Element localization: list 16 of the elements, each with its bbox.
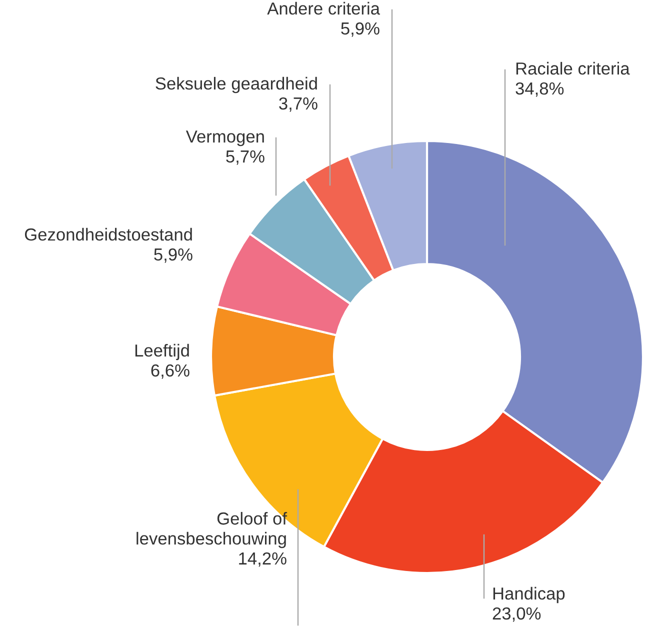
slice-label: Handicap [493, 586, 565, 604]
data-label: 34,8% [516, 82, 564, 97]
data-label: 5,7% [226, 150, 264, 165]
slice-label: Vermogen [186, 130, 264, 146]
data-label: 3,7% [279, 97, 318, 112]
data-label: 5,9% [154, 248, 192, 263]
slice-label: Leeftijd [135, 344, 189, 360]
data-label: 14,2% [239, 552, 286, 567]
slice-label: Andere criteria [267, 2, 380, 15]
slice-label: Seksuele geaardheid [156, 76, 317, 94]
slice-label: Raciale criteria [516, 62, 630, 75]
data-label: 6,6% [151, 364, 190, 379]
slice-label: Gezondheidstoestand [24, 228, 192, 241]
data-label: 5,9% [341, 22, 380, 37]
slice-label: Geloof of levensbeschouwing [136, 512, 288, 548]
data-label: 23,0% [492, 607, 541, 622]
